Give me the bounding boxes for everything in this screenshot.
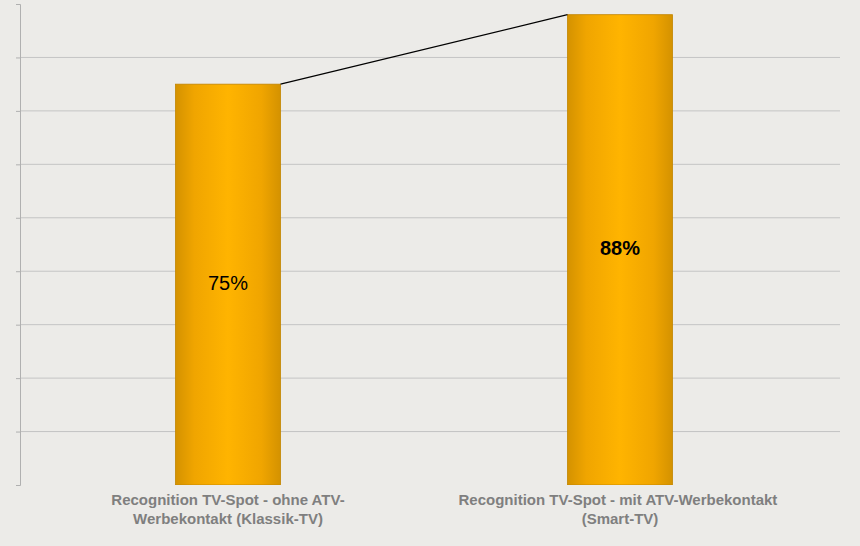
grid-line bbox=[20, 110, 840, 111]
grid-line bbox=[20, 57, 840, 58]
y-tick bbox=[16, 218, 20, 219]
x-tick: Recognition TV-Spot - ohne ATV- Werbekont… bbox=[111, 491, 344, 527]
x-axis: Recognition TV-Spot - ohne ATV- Werbekont… bbox=[111, 491, 781, 527]
x-tick: Recognition TV-Spot - mit ATV-Werbekonta… bbox=[458, 491, 781, 527]
y-tick-mark bbox=[16, 325, 20, 326]
y-tick bbox=[16, 325, 20, 326]
chart: 75% 88% Recognition TV-Spot - ohne ATV- Wer… bbox=[0, 0, 860, 546]
bar bbox=[567, 15, 672, 485]
y-tick-mark bbox=[16, 378, 20, 379]
x-tick-label-line: Werbekontakt (Klassik-TV) bbox=[133, 510, 323, 527]
grid-line bbox=[20, 378, 840, 379]
y-tick-mark bbox=[16, 57, 20, 58]
y-tick-mark bbox=[16, 111, 20, 112]
connector-line bbox=[281, 15, 568, 84]
y-tick bbox=[16, 378, 20, 379]
y-axis-line bbox=[16, 5, 21, 486]
y-tick bbox=[16, 432, 20, 433]
grid-line bbox=[20, 431, 840, 432]
x-tick-label: Recognition TV-Spot - mit ATV-Werbekonta… bbox=[458, 491, 781, 527]
y-tick-mark bbox=[16, 271, 20, 272]
y-tick-mark bbox=[16, 218, 20, 219]
y-tick-mark bbox=[16, 164, 20, 165]
x-tick-label: Recognition TV-Spot - ohne ATV- Werbekont… bbox=[111, 491, 344, 527]
y-axis bbox=[16, 5, 21, 486]
grid-line bbox=[20, 217, 840, 218]
x-tick-label-line: (Smart-TV) bbox=[582, 510, 659, 527]
grid-line bbox=[20, 271, 840, 272]
x-tick-label-line: Recognition TV-Spot - mit ATV-Werbekonta… bbox=[458, 491, 781, 508]
bars bbox=[175, 15, 672, 485]
bar bbox=[175, 84, 280, 485]
data-labels: 75% 88% bbox=[208, 237, 640, 294]
x-tick-label-line: Recognition TV-Spot - ohne ATV- bbox=[111, 491, 344, 508]
y-tick bbox=[16, 111, 20, 112]
grid-line bbox=[20, 324, 840, 325]
y-tick bbox=[16, 57, 20, 58]
data-label: 75% bbox=[208, 272, 248, 294]
grid-line bbox=[20, 164, 840, 165]
y-tick-mark bbox=[16, 432, 20, 433]
data-label: 88% bbox=[600, 237, 640, 259]
y-tick bbox=[16, 271, 20, 272]
background bbox=[0, 0, 860, 546]
grid bbox=[20, 57, 840, 431]
y-tick bbox=[16, 164, 20, 165]
